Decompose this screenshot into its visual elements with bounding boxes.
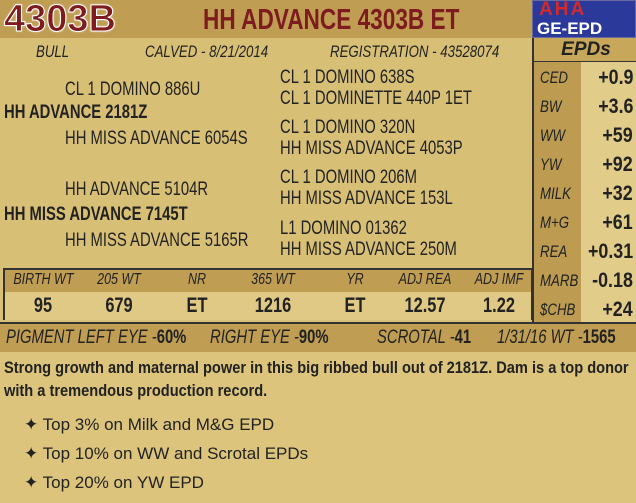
pigment-left-eye: PIGMENT LEFT EYE -60% bbox=[6, 327, 187, 348]
performance-column: BIRTH WT 95 bbox=[5, 270, 81, 318]
epd-row: MARB -0.18 bbox=[534, 266, 636, 295]
lot-number: 4303B bbox=[4, 0, 117, 41]
epd-value: -0.18 bbox=[592, 269, 633, 292]
dam-dam: HH MISS ADVANCE 5165R bbox=[65, 230, 249, 251]
sire: HH ADVANCE 2181Z bbox=[4, 102, 148, 123]
epd-label: WW bbox=[540, 126, 566, 145]
dam-dam-sire: L1 DOMINO 01362 bbox=[280, 218, 407, 239]
sire-sire-sire: CL 1 DOMINO 638S bbox=[280, 67, 415, 88]
epd-label: BW bbox=[540, 97, 562, 116]
epd-label: MILK bbox=[540, 184, 571, 203]
performance-table: BIRTH WT 95 205 WT 679 NR ET 365 WT 1216 YR ET ADJ… bbox=[3, 268, 533, 320]
epd-label: M+G bbox=[540, 213, 570, 232]
performance-value: ET bbox=[344, 294, 366, 317]
epd-row: CED +0.9 bbox=[534, 63, 636, 92]
star-bullet-icon: ✦ bbox=[24, 415, 39, 434]
epd-title: EPDs bbox=[534, 38, 636, 62]
epd-value: +92 bbox=[602, 153, 633, 176]
epd-label: MARB bbox=[540, 271, 579, 290]
epd-value: +24 bbox=[602, 298, 633, 321]
epd-value: +32 bbox=[602, 182, 633, 205]
epd-label: REA bbox=[540, 242, 568, 261]
epd-value: +0.31 bbox=[587, 240, 633, 263]
sire-sire: CL 1 DOMINO 886U bbox=[65, 79, 201, 100]
epd-value: +0.9 bbox=[597, 66, 633, 89]
performance-column: 205 WT 679 bbox=[81, 270, 157, 318]
dam-sire: HH ADVANCE 5104R bbox=[65, 179, 209, 200]
bullet-item: ✦ Top 10% on WW and Scrotal EPDs bbox=[24, 444, 309, 463]
epd-row: BW +3.6 bbox=[534, 92, 636, 121]
epd-value: +59 bbox=[602, 124, 633, 147]
sex: BULL bbox=[36, 42, 70, 61]
epd-panel: EPDs CED +0.9 BW +3.6 WW +59 YW +92 MILK +32 M+G +6… bbox=[532, 38, 636, 350]
epd-value: +61 bbox=[602, 211, 633, 234]
epd-label: YW bbox=[540, 155, 562, 174]
performance-value: ET bbox=[186, 294, 208, 317]
performance-column: 365 WT 1216 bbox=[235, 270, 311, 318]
calved: CALVED - 8/21/2014 bbox=[145, 42, 269, 61]
epd-label: $CHB bbox=[540, 300, 576, 319]
description: Strong growth and maternal power in this… bbox=[0, 352, 636, 503]
sire-dam-sire: CL 1 DOMINO 320N bbox=[280, 117, 416, 138]
animal-name-title: HH ADVANCE 4303B ET bbox=[203, 4, 460, 36]
star-bullet-icon: ✦ bbox=[24, 444, 39, 463]
star-bullet-icon: ✦ bbox=[24, 473, 39, 492]
performance-header: 365 WT bbox=[251, 271, 295, 288]
performance-header: BIRTH WT bbox=[13, 271, 74, 288]
dam-dam-dam: HH MISS ADVANCE 250M bbox=[280, 239, 457, 260]
bullet-item: ✦ Top 20% on YW EPD bbox=[24, 473, 204, 492]
performance-value: 12.57 bbox=[404, 294, 446, 317]
performance-value: 95 bbox=[33, 294, 53, 317]
epd-label: CED bbox=[540, 68, 569, 87]
performance-value: 1.22 bbox=[483, 294, 515, 317]
header-bar bbox=[0, 0, 532, 38]
dam-sire-sire: CL 1 DOMINO 206M bbox=[280, 167, 417, 188]
performance-column: NR ET bbox=[159, 270, 235, 318]
epd-row: MILK +32 bbox=[534, 179, 636, 208]
weight: 1/31/16 WT -1565 bbox=[497, 327, 616, 348]
description-text: Strong growth and maternal power in this… bbox=[4, 358, 629, 400]
performance-value: 1216 bbox=[254, 294, 292, 317]
scrotal: SCROTAL -41 bbox=[377, 327, 472, 348]
bullet-item: ✦ Top 3% on Milk and M&G EPD bbox=[24, 415, 275, 434]
epd-row: REA +0.31 bbox=[534, 237, 636, 266]
dam-sire-dam: HH MISS ADVANCE 153L bbox=[280, 188, 453, 209]
performance-header: 205 WT bbox=[97, 271, 141, 288]
registration: REGISTRATION - 43528074 bbox=[330, 42, 500, 61]
sire-dam-dam: HH MISS ADVANCE 4053P bbox=[280, 138, 463, 159]
sire-sire-dam: CL 1 DOMINETTE 440P 1ET bbox=[280, 88, 472, 109]
pigment-right-eye: RIGHT EYE -90% bbox=[210, 327, 329, 348]
performance-header: NR bbox=[187, 271, 207, 288]
performance-value: 679 bbox=[105, 294, 133, 317]
epd-row: $CHB +24 bbox=[534, 295, 636, 324]
epd-row: YW +92 bbox=[534, 150, 636, 179]
performance-header: YR bbox=[346, 271, 364, 288]
performance-column: ADJ IMF 1.22 bbox=[461, 270, 537, 318]
sire-dam: HH MISS ADVANCE 6054S bbox=[65, 128, 248, 149]
epd-value: +3.6 bbox=[597, 95, 633, 118]
performance-column: ADJ REA 12.57 bbox=[387, 270, 463, 318]
epd-row: WW +59 bbox=[534, 121, 636, 150]
aha-ge-epd-logo: AHA GE-EPD bbox=[532, 0, 636, 38]
performance-header: ADJ REA bbox=[398, 271, 452, 288]
performance-column: YR ET bbox=[317, 270, 393, 318]
dam: HH MISS ADVANCE 7145T bbox=[4, 204, 188, 225]
epd-row: M+G +61 bbox=[534, 208, 636, 237]
pigment-scrotal-bar: PIGMENT LEFT EYE -60% RIGHT EYE -90% SCR… bbox=[0, 322, 636, 352]
performance-header: ADJ IMF bbox=[474, 271, 524, 288]
